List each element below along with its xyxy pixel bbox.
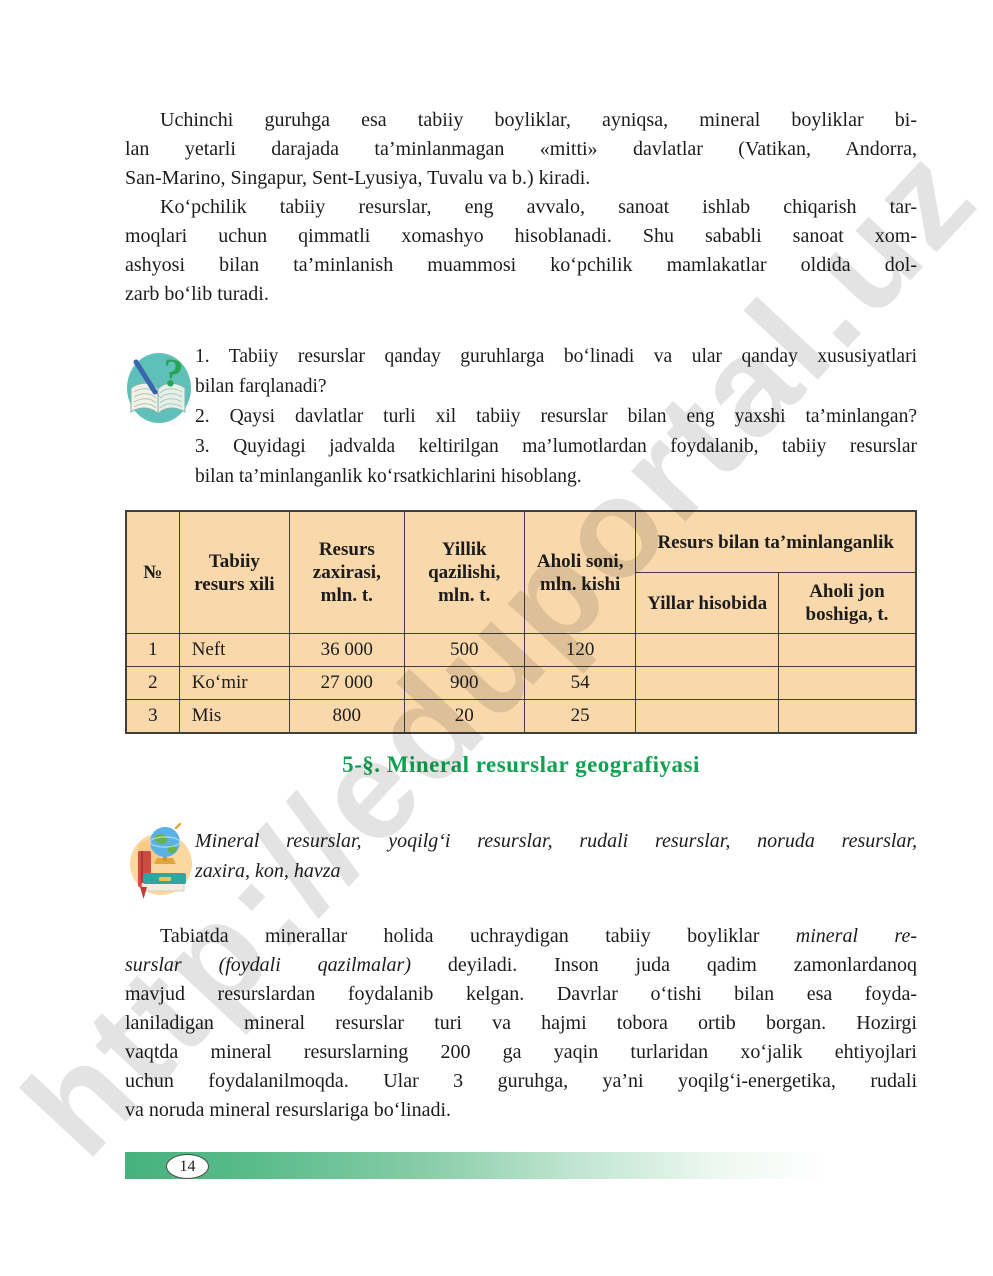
table-cell-reserve: 36 000: [289, 633, 405, 667]
table-cell-reserve: 27 000: [289, 666, 405, 700]
paragraph: Ko‘pchilik tabiiy resurslar, eng avvalo,…: [125, 193, 917, 309]
text: laniladigan mineral resurslar turi va ha…: [125, 1012, 917, 1034]
table-cell-years: [635, 633, 779, 667]
table-cell-num: 3: [125, 699, 180, 734]
text: bilan ta’minlanganlik ko‘rsatkichlarini …: [195, 466, 582, 487]
text: lan yetarli darajada ta’minlanmagan «mit…: [125, 138, 917, 160]
question-item: 2. Qaysi davlatlar turli xil tabiiy resu…: [195, 402, 917, 432]
text-line: mavjud resurslardan foydalanib kelgan. D…: [125, 980, 917, 1009]
text: Mineral resurslar, yoqilg‘i resurslar, r…: [195, 830, 917, 852]
text: San-Marino, Singapur, Sent-Lyusiya, Tuva…: [125, 167, 591, 189]
text-line: lan yetarli darajada ta’minlanmagan «mit…: [125, 135, 917, 164]
resources-table: № Tabiiy resurs xili Resurs zaxirasi, ml…: [125, 510, 917, 734]
table-cell-annual: 900: [403, 666, 525, 700]
text-line: moqlari uchun qimmatli xomashyo hisoblan…: [125, 222, 917, 251]
text-line: 3. Quyidagi jadvalda keltirilgan ma’lumo…: [195, 432, 917, 462]
text-line: Uchinchi guruhga esa tabiiy boyliklar, a…: [125, 106, 917, 135]
text: 1. Tabiiy resurslar qanday guruhlarga bo…: [195, 346, 917, 367]
text: zaxira, kon, havza: [195, 860, 341, 882]
text: ashyosi bilan ta’minlanish muammosi ko‘p…: [125, 254, 917, 276]
text-line: 2. Qaysi davlatlar turli xil tabiiy resu…: [195, 402, 917, 432]
text-line: laniladigan mineral resurslar turi va ha…: [125, 1009, 917, 1038]
table-cell-population: 54: [523, 666, 637, 700]
table-cell-kind: Neft: [178, 633, 291, 667]
book-question-pen-icon: ?: [125, 346, 195, 426]
text-line: Ko‘pchilik tabiiy resurslar, eng avvalo,…: [125, 193, 917, 222]
table-cell-percapita: [777, 633, 917, 667]
table-cell-num: 2: [125, 666, 180, 700]
text-line: ashyosi bilan ta’minlanish muammosi ko‘p…: [125, 251, 917, 280]
text: moqlari uchun qimmatli xomashyo hisoblan…: [125, 225, 917, 247]
question-item: 3. Quyidagi jadvalda keltirilgan ma’lumo…: [195, 432, 917, 492]
text-line: va noruda mineral resurslariga bo‘linadi…: [125, 1096, 917, 1125]
questions-block: ? 1. Tabiiy resurslar qanday guruhlarga …: [125, 342, 917, 492]
text: Uchinchi guruhga esa tabiiy boyliklar, a…: [160, 109, 917, 131]
text-line: zaxira, kon, havza: [195, 856, 917, 886]
table-row: 3 Mis 800 20 25: [125, 699, 917, 734]
text: uchun foydalanilmoqda. Ular 3 guruhga, y…: [125, 1070, 917, 1092]
table-cell-population: 120: [523, 633, 637, 667]
col-header-population: Aholi soni, mln. kishi: [523, 510, 637, 634]
table-cell-percapita: [777, 699, 917, 734]
text-line: zarb bo‘lib turadi.: [125, 280, 917, 309]
table-cell-annual: 20: [403, 699, 525, 734]
text: va noruda mineral resurslariga bo‘linadi…: [125, 1099, 451, 1121]
paragraph: Tabiatda minerallar holida uchraydigan t…: [125, 922, 917, 1125]
col-header-percapita: Aholi jon boshiga, t.: [777, 572, 917, 634]
section-heading: 5-§. Mineral resurslar geografiyasi: [342, 752, 700, 777]
body-paragraph-wrap: Tabiatda minerallar holida uchraydigan t…: [125, 922, 917, 1125]
col-header-annual: Yillik qazilishi, mln. t.: [403, 510, 525, 634]
italic-text: mineral re-: [795, 925, 918, 947]
text-line: uchun foydalanilmoqda. Ular 3 guruhga, y…: [125, 1067, 917, 1096]
text: bilan farqlanadi?: [195, 376, 327, 397]
question-item: 1. Tabiiy resurslar qanday guruhlarga bo…: [195, 342, 917, 402]
table-cell-reserve: 800: [289, 699, 405, 734]
table-cell-years: [635, 699, 779, 734]
questions-list: 1. Tabiiy resurslar qanday guruhlarga bo…: [195, 342, 917, 492]
text-line: bilan ta’minlanganlik ko‘rsatkichlarini …: [195, 462, 917, 492]
text: Tabiatda minerallar holida uchraydigan t…: [160, 925, 796, 947]
text: 2. Qaysi davlatlar turli xil tabiiy resu…: [195, 406, 917, 427]
table-cell-num: 1: [125, 633, 180, 667]
text: vaqtda mineral resurslarning 200 ga yaqi…: [125, 1041, 917, 1063]
text-line: San-Marino, Singapur, Sent-Lyusiya, Tuva…: [125, 164, 917, 193]
table-cell-population: 25: [523, 699, 637, 734]
table-cell-percapita: [777, 666, 917, 700]
text: zarb bo‘lib turadi.: [125, 283, 269, 305]
text-line: Mineral resurslar, yoqilg‘i resurslar, r…: [195, 826, 917, 856]
text-line: bilan farqlanadi?: [195, 372, 917, 402]
page-footer-bar: 14: [125, 1152, 890, 1179]
col-header-years: Yillar hisobida: [635, 572, 779, 634]
table-cell-kind: Ko‘mir: [178, 666, 291, 700]
table-row: 2 Ko‘mir 27 000 900 54: [125, 666, 917, 700]
table-body: 1 Neft 36 000 500 120 2 Ko‘mir 27 000 900 54 3 Mis 8…: [125, 633, 917, 734]
text-line: vaqtda mineral resurslarning 200 ga yaqi…: [125, 1038, 917, 1067]
text: Ko‘pchilik tabiiy resurslar, eng avvalo,…: [160, 196, 917, 218]
intro-paragraphs: Uchinchi guruhga esa tabiiy boyliklar, a…: [125, 106, 917, 309]
vocabulary-block: Mineral resurslar, yoqilg‘i resurslar, r…: [125, 816, 917, 899]
text: deyiladi. Inson juda qadim zamonlardanoq: [411, 954, 917, 976]
globe-on-books-icon: [129, 818, 193, 902]
table-cell-kind: Mis: [178, 699, 291, 734]
table-cell-years: [635, 666, 779, 700]
col-header-num: №: [125, 510, 180, 634]
text: mavjud resurslardan foydalanib kelgan. D…: [125, 983, 917, 1005]
text-line: surslar (foydali qazilmalar) deyiladi. I…: [125, 951, 917, 980]
text-line: Tabiatda minerallar holida uchraydigan t…: [125, 922, 917, 951]
svg-text:?: ?: [161, 349, 186, 396]
table-row: 1 Neft 36 000 500 120: [125, 633, 917, 667]
text-line: 1. Tabiiy resurslar qanday guruhlarga bo…: [195, 342, 917, 372]
table-cell-annual: 500: [403, 633, 525, 667]
vocabulary-text: Mineral resurslar, yoqilg‘i resurslar, r…: [195, 816, 917, 886]
col-header-supply: Resurs bilan ta’minlanganlik: [635, 510, 917, 573]
paragraph: Uchinchi guruhga esa tabiiy boyliklar, a…: [125, 106, 917, 193]
col-header-kind: Tabiiy resurs xili: [178, 510, 291, 634]
italic-text: surslar (foydali qazilmalar): [125, 954, 411, 976]
col-header-reserve: Resurs zaxirasi, mln. t.: [289, 510, 405, 634]
text: 3. Quyidagi jadvalda keltirilgan ma’lumo…: [195, 436, 917, 457]
page-number: 14: [166, 1154, 209, 1179]
